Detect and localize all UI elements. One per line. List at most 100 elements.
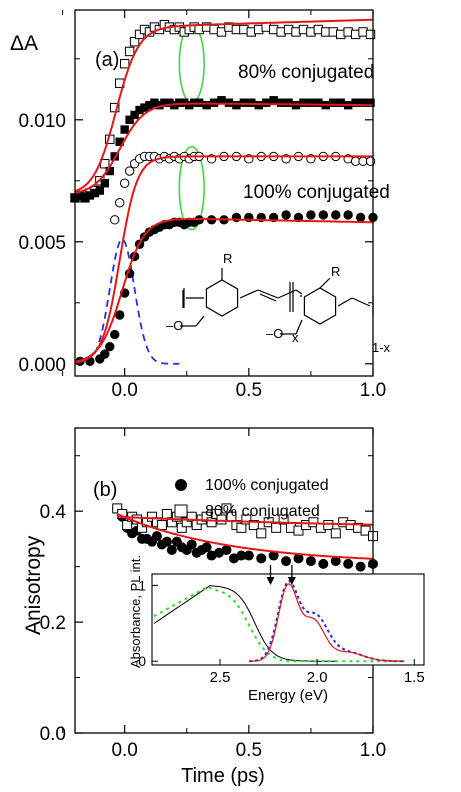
x-axis-label: Time (ps)	[181, 765, 265, 787]
data-point-filled-circle	[355, 212, 366, 223]
data-point-filled-square	[75, 191, 85, 200]
inset-x-tick-label: 2.5	[210, 669, 231, 686]
data-point-filled-circle	[343, 558, 354, 569]
pulse-dashed-line	[94, 238, 180, 365]
data-point-filled-circle	[161, 536, 172, 547]
data-point-filled-square	[150, 98, 159, 107]
bond	[295, 289, 303, 295]
y-tick-label: 0.2	[40, 613, 66, 634]
data-point-filled-square	[155, 100, 164, 110]
data-point-filled-square	[90, 188, 100, 198]
inset-x-tick-label: 1.5	[404, 669, 425, 686]
inset-y-tick-label: 1	[138, 577, 146, 593]
data-point-filled-circle	[318, 210, 329, 220]
data-point-open-square	[129, 37, 140, 47]
data-point-filled-circle	[281, 556, 292, 567]
down-arrow-icon	[287, 577, 296, 585]
data-point-filled-square	[100, 179, 109, 188]
data-point-open-square	[330, 528, 341, 539]
data-point-filled-square	[80, 193, 90, 203]
fit-line	[116, 513, 374, 560]
pulse-curve	[94, 238, 180, 365]
data-point-filled-circle	[201, 542, 212, 553]
data-point-filled-circle	[115, 310, 125, 320]
chemical-structure: –O –O	[166, 268, 374, 341]
x-tick-label: 0.0	[111, 740, 137, 761]
legend: 100% conjugated 80% conjugated	[174, 477, 329, 520]
axis-ticks: 0.0 0.5 1.0 0.0 0.2 0.4	[40, 428, 386, 761]
inset-spectrum: 2.5 2.0 1.5 0 1 Energy (eV) Absorbance, PL i…	[128, 555, 425, 704]
y-tick-label: 0.0	[40, 724, 66, 745]
benzene-ring	[205, 279, 239, 317]
fit-line	[74, 218, 374, 363]
inset-frame	[151, 573, 425, 666]
data-point-open-square	[216, 27, 227, 37]
fit-line	[74, 102, 374, 194]
plot-frame-a	[74, 9, 374, 377]
data-point-open-circle	[110, 215, 120, 225]
x-tick-label: 0.0	[111, 380, 137, 401]
annotation-100: 100% conjugated	[243, 182, 390, 203]
data-point-open-square	[365, 29, 376, 40]
y-tick-label: 0.000	[18, 355, 66, 376]
structure-r-right: R	[331, 264, 340, 279]
data-point-filled-square	[247, 98, 256, 107]
bond	[239, 289, 259, 299]
methoxy-label: –O	[166, 318, 183, 333]
inset-curves	[153, 580, 405, 663]
data-point-filled-circle	[343, 210, 353, 220]
data-point-filled-circle	[331, 210, 341, 220]
methoxy-label: –O	[266, 326, 283, 341]
data-point-filled-circle	[236, 550, 247, 561]
data-point-filled-square	[351, 98, 360, 107]
y-tick-label: 0.010	[18, 111, 66, 132]
data-point-filled-square	[115, 137, 124, 146]
data-point-filled-square	[175, 98, 184, 107]
data-point-filled-square	[165, 98, 174, 107]
data-point-filled-square	[366, 98, 375, 107]
bond	[319, 277, 331, 289]
x-tick-label: 1.0	[360, 380, 386, 401]
data-point-open-circle	[115, 198, 125, 208]
data-point-filled-square	[160, 98, 169, 107]
data-point-filled-square	[358, 98, 368, 107]
data-point-filled-square	[145, 100, 154, 110]
benzene-ring	[303, 287, 337, 325]
y-axis-label-a: ΔA	[10, 32, 38, 55]
data-point-filled-square	[85, 191, 95, 200]
data-markers	[112, 503, 378, 572]
data-point-filled-circle	[305, 556, 316, 567]
data-point-filled-circle	[318, 558, 329, 569]
data-point-filled-square	[314, 98, 323, 107]
inset-y-tick-label: 0	[138, 653, 146, 669]
data-point-open-square	[308, 517, 319, 528]
data-point-filled-circle	[243, 550, 254, 561]
data-point-filled-circle	[293, 553, 304, 564]
structure-1-x: 1-x	[372, 340, 391, 355]
down-arrow-icon	[266, 577, 275, 585]
data-point-open-square	[124, 46, 135, 57]
data-point-filled-square	[232, 100, 241, 110]
data-point-filled-square	[130, 110, 139, 120]
data-point-open-square	[248, 520, 259, 531]
data-point-filled-square	[140, 103, 149, 112]
fit-line	[117, 515, 373, 526]
data-point-open-square	[110, 102, 120, 113]
data-point-filled-circle	[100, 349, 110, 359]
data-point-open-square	[236, 522, 247, 533]
x-tick-label: 1.0	[360, 740, 386, 761]
data-point-filled-square	[329, 98, 338, 107]
data-point-filled-circle	[330, 556, 341, 567]
legend-marker-filled-circle	[175, 479, 187, 491]
green-ellipses	[178, 23, 205, 231]
data-point-filled-square	[125, 115, 134, 124]
data-point-filled-square	[224, 98, 234, 107]
data-point-open-circle	[124, 166, 135, 176]
data-point-filled-square	[262, 98, 271, 107]
fit-curves	[74, 18, 374, 364]
data-point-open-square	[271, 522, 282, 533]
bond	[257, 289, 279, 299]
panel-a: –O –O 0.0 0.5 1.0 0.000 0.005 0.010 (a) ΔA 80%…	[10, 9, 391, 401]
structure-r-left: R	[223, 251, 232, 266]
